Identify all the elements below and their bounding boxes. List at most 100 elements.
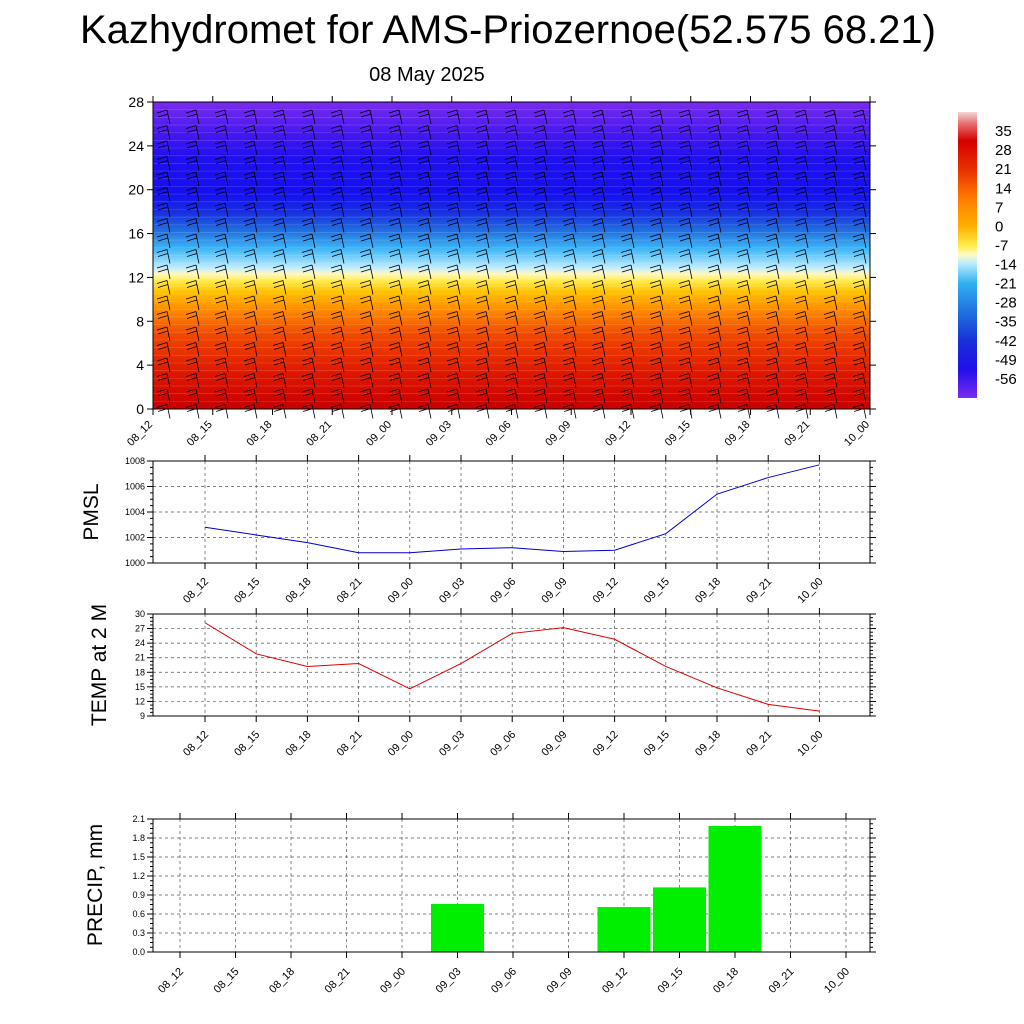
- wind-barb: [311, 404, 316, 419]
- wind-barb: [688, 311, 693, 326]
- wind-barb: [427, 249, 432, 264]
- wind-barb: [253, 187, 258, 202]
- wind-barb: [833, 295, 838, 311]
- wind-barb: [746, 280, 751, 295]
- wind-barb: [746, 233, 751, 249]
- wind-barb: [746, 326, 751, 342]
- wind-barb: [456, 156, 461, 171]
- wind-barb: [253, 311, 258, 326]
- wind-barb: [746, 295, 751, 311]
- wind-barb: [514, 249, 519, 264]
- wind-barb: [804, 280, 809, 295]
- wind-barb: [253, 326, 258, 342]
- wind-barb: [514, 156, 519, 171]
- wind-barb: [775, 156, 780, 171]
- colorbar-label: -56: [995, 371, 1017, 388]
- wind-barb: [659, 233, 664, 249]
- x-tick-label: 09_09: [545, 966, 575, 996]
- y-tick-label: 1.5: [132, 852, 145, 862]
- wind-barb: [543, 280, 548, 295]
- wind-barb: [601, 202, 606, 218]
- wind-barb: [369, 233, 374, 249]
- y-tick-label: 24: [135, 638, 145, 648]
- wind-barb: [630, 249, 635, 264]
- wind-barb: [804, 125, 809, 140]
- wind-barb: [543, 264, 548, 280]
- wind-barb: [514, 218, 519, 233]
- wind-barb: [427, 264, 432, 280]
- x-tick-label: 09_15: [642, 576, 672, 606]
- wind-barb: [398, 373, 403, 388]
- wind-barb: [688, 233, 693, 249]
- wind-barb: [427, 311, 432, 326]
- wind-barb: [398, 404, 403, 419]
- wind-barb: [717, 264, 722, 280]
- y-tick-label: 1002: [125, 533, 145, 543]
- precip-bar: [597, 907, 651, 952]
- wind-barb: [862, 140, 867, 156]
- wind-barb: [688, 156, 693, 171]
- wind-barb: [543, 357, 548, 373]
- x-tick-label: 09_00: [386, 576, 416, 606]
- x-tick-label: 09_12: [603, 419, 633, 449]
- wind-barb: [485, 295, 490, 311]
- wind-barb: [224, 109, 229, 125]
- wind-barb: [775, 295, 780, 311]
- y-tick-label: 1.8: [132, 833, 145, 843]
- wind-barb: [195, 125, 200, 140]
- wind-barb: [659, 171, 664, 187]
- wind-barb: [224, 233, 229, 249]
- y-tick-label: 9: [140, 711, 145, 721]
- x-tick-label: 09_03: [424, 419, 454, 449]
- wind-barb: [282, 140, 287, 156]
- wind-barb: [427, 280, 432, 295]
- wind-barb: [311, 187, 316, 202]
- wind-barb: [659, 295, 664, 311]
- wind-barb: [572, 202, 577, 218]
- x-tick-label: 09_00: [364, 419, 394, 449]
- wind-barb: [862, 388, 867, 404]
- wind-barb: [485, 187, 490, 202]
- wind-barb: [601, 280, 606, 295]
- x-tick-label: 09_06: [488, 729, 518, 759]
- wind-barb: [833, 218, 838, 233]
- wind-barb: [688, 109, 693, 125]
- wind-barb: [253, 280, 258, 295]
- colorbar-label: -7: [995, 237, 1008, 254]
- colorbar-label: 0: [995, 218, 1003, 235]
- wind-barb: [688, 357, 693, 373]
- wind-barb: [601, 171, 606, 187]
- wind-barb: [572, 249, 577, 264]
- wind-barb: [630, 171, 635, 187]
- x-tick-label: 08_15: [185, 419, 215, 449]
- wind-barb: [195, 326, 200, 342]
- wind-barb: [456, 202, 461, 218]
- wind-barb: [282, 156, 287, 171]
- wind-barb: [746, 218, 751, 233]
- wind-barb: [572, 233, 577, 249]
- wind-barb: [485, 109, 490, 125]
- wind-barb: [804, 357, 809, 373]
- wind-barb: [862, 295, 867, 311]
- wind-barb: [282, 218, 287, 233]
- wind-barb: [340, 264, 345, 280]
- wind-barb: [311, 373, 316, 388]
- y-tick-label: 27: [135, 624, 145, 634]
- wind-barb: [833, 125, 838, 140]
- wind-barb: [659, 156, 664, 171]
- wind-barb: [166, 280, 171, 295]
- wind-barb: [369, 280, 374, 295]
- wind-barb: [601, 342, 606, 357]
- wind-barb: [543, 249, 548, 264]
- precip-axis-title: PRECIP, mm: [84, 824, 107, 946]
- wind-barb: [833, 357, 838, 373]
- wind-barb: [340, 373, 345, 388]
- wind-barb: [282, 125, 287, 140]
- wind-barb: [572, 109, 577, 125]
- wind-barb: [253, 264, 258, 280]
- wind-barb: [688, 202, 693, 218]
- wind-barb: [485, 357, 490, 373]
- x-tick-label: 08_12: [156, 966, 186, 996]
- y-tick-label: 24: [128, 138, 144, 154]
- wind-barb: [456, 388, 461, 404]
